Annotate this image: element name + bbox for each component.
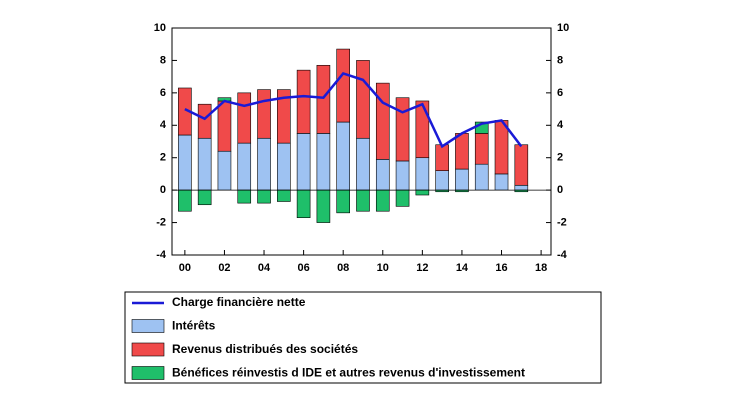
bar [395, 189, 410, 207]
bar [494, 120, 509, 175]
bar [395, 97, 410, 162]
bar [336, 48, 350, 123]
bar [277, 142, 291, 191]
x-tick-label: 18 [535, 262, 547, 274]
bar [296, 189, 311, 219]
bar [217, 100, 232, 152]
y-tick-label: 8 [160, 54, 166, 66]
bar [395, 160, 410, 191]
bar [257, 189, 271, 204]
bar [375, 189, 390, 212]
bar [277, 189, 291, 202]
y-tick-label: 0 [160, 184, 166, 196]
bar [435, 170, 449, 191]
bar [296, 133, 311, 191]
legend-box [124, 291, 602, 384]
legend-label: Bénéfices réinvestis d IDE et autres rev… [172, 366, 525, 380]
bar [455, 133, 469, 170]
legend-label: Charge financière nette [172, 295, 306, 309]
bar [217, 150, 232, 191]
bar [356, 189, 370, 212]
bar [197, 137, 212, 191]
y2-tick-label: 0 [557, 184, 563, 196]
bar [257, 89, 271, 139]
plot-frame [171, 27, 552, 256]
y2-tick-label: 10 [557, 22, 569, 34]
bar [197, 189, 212, 206]
legend-label: Revenus distribués des sociétés [172, 342, 358, 356]
y2-tick-label: 4 [557, 119, 564, 131]
y-tick-label: 6 [160, 87, 166, 99]
bar [474, 133, 489, 165]
bar [316, 64, 331, 134]
bar [514, 144, 529, 186]
legend-swatch [131, 319, 165, 333]
bar [336, 121, 350, 191]
bar [514, 184, 529, 191]
bar [197, 103, 212, 139]
legend-label: Intérêts [172, 319, 216, 333]
x-tick-label: 06 [297, 262, 309, 274]
bar [277, 89, 291, 144]
y-tick-label: 10 [154, 22, 166, 34]
bar [474, 163, 489, 191]
y-tick-label: 2 [160, 152, 166, 164]
y2-tick-label: 6 [557, 87, 563, 99]
bar [296, 69, 311, 134]
y-tick-label: 4 [160, 119, 167, 131]
bar [356, 60, 370, 139]
x-tick-label: 14 [456, 262, 469, 274]
bar [336, 189, 350, 214]
x-tick-label: 02 [218, 262, 230, 274]
bar [415, 189, 430, 196]
bar [415, 157, 430, 191]
bar [494, 173, 509, 191]
bar [178, 189, 192, 212]
x-tick-label: 12 [416, 262, 428, 274]
bar [237, 142, 252, 191]
x-tick-label: 10 [377, 262, 389, 274]
bar [316, 133, 331, 191]
bar [415, 100, 430, 159]
legend-swatch [131, 366, 165, 380]
bar [237, 92, 252, 144]
x-tick-label: 08 [337, 262, 349, 274]
y2-tick-label: 8 [557, 54, 563, 66]
bar [237, 189, 252, 204]
legend-swatch [131, 342, 165, 357]
bar [356, 137, 370, 191]
x-tick-label: 00 [179, 262, 191, 274]
y2-tick-label: -4 [557, 249, 568, 261]
bar [375, 159, 390, 191]
bar [435, 144, 449, 171]
y-tick-label: -4 [156, 249, 167, 261]
x-tick-label: 16 [495, 262, 507, 274]
bar [375, 82, 390, 160]
bar [455, 168, 469, 191]
bar [316, 189, 331, 223]
x-tick-label: 04 [258, 262, 271, 274]
bar [257, 137, 271, 191]
line-series [184, 71, 523, 149]
y2-tick-label: 2 [557, 152, 563, 164]
y-tick-label: -2 [156, 216, 166, 228]
bar [178, 134, 192, 191]
y2-tick-label: -2 [557, 216, 567, 228]
